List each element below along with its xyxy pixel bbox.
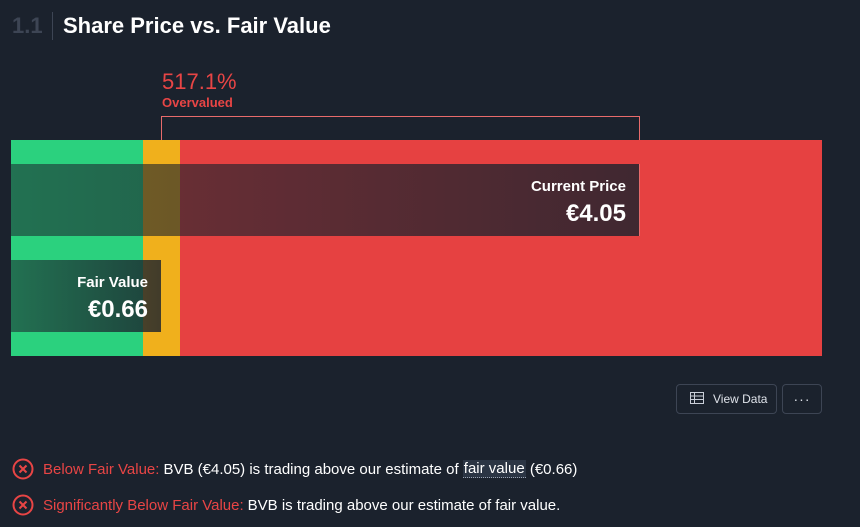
table-icon bbox=[690, 391, 704, 407]
valuation-status: Overvalued bbox=[162, 95, 233, 110]
fair-value-bar: Fair Value €0.66 bbox=[11, 260, 161, 332]
section-number: 1.1 bbox=[12, 13, 43, 38]
overvalued-percent: 517.1% bbox=[162, 69, 237, 94]
fair-value-value: €0.66 bbox=[87, 296, 148, 323]
x-circle-icon bbox=[12, 494, 34, 516]
section-title: Share Price vs. Fair Value bbox=[63, 13, 331, 38]
view-data-label: View Data bbox=[713, 392, 768, 406]
current-price-value: €4.05 bbox=[565, 200, 626, 227]
check-label: Below Fair Value: bbox=[43, 460, 160, 478]
current-price-label: Current Price bbox=[530, 178, 626, 195]
fair-value-label: Fair Value bbox=[77, 274, 148, 291]
check-text: BVB is trading above our estimate of fai… bbox=[247, 496, 561, 514]
check-label: Significantly Below Fair Value: bbox=[43, 496, 244, 514]
check-text: BVB (€4.05) is trading above our estimat… bbox=[163, 460, 459, 478]
fair-value-link[interactable]: fair value bbox=[462, 460, 526, 478]
check-significantly-below-fair-value: Significantly Below Fair Value: BVB is t… bbox=[12, 494, 560, 516]
more-options-button[interactable]: ··· bbox=[782, 384, 822, 414]
current-price-bar: Current Price €4.05 bbox=[11, 164, 640, 236]
x-circle-icon bbox=[12, 458, 34, 480]
check-below-fair-value: Below Fair Value: BVB (€4.05) is trading… bbox=[12, 458, 577, 480]
check-text-suffix: (€0.66) bbox=[529, 460, 578, 478]
view-data-button[interactable]: View Data bbox=[676, 384, 777, 414]
section-header: 1.1 Share Price vs. Fair Value bbox=[12, 12, 331, 40]
header-divider bbox=[52, 12, 53, 40]
